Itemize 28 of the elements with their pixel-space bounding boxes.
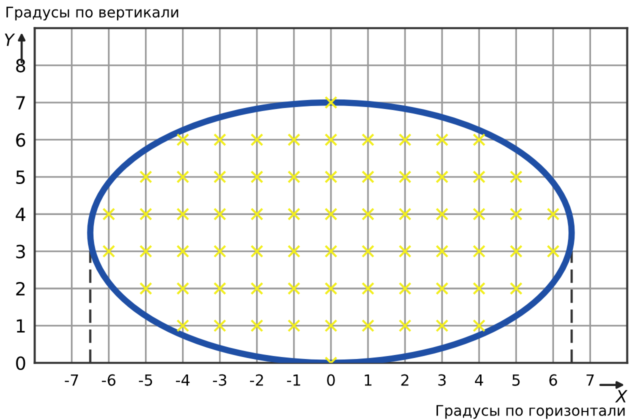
y-tick-label: 7 bbox=[16, 96, 25, 110]
x-tick-label: 2 bbox=[401, 374, 408, 386]
y-tick-label: 4 bbox=[16, 208, 26, 221]
x-tick-label: 3 bbox=[438, 374, 446, 386]
x-tick-label: 1 bbox=[364, 374, 372, 386]
y-tick-label: 5 bbox=[16, 170, 25, 184]
y-tick-label: 6 bbox=[16, 133, 26, 147]
text: Градусы по вертикали bbox=[6, 6, 178, 20]
x-tick-label: -3 bbox=[212, 374, 226, 386]
x-axis-title: X bbox=[615, 390, 628, 402]
x-tick-label: 5 bbox=[512, 374, 520, 386]
x-tick-label: 6 bbox=[549, 374, 558, 386]
x-tick-label: 7 bbox=[586, 374, 594, 386]
y-tick-label: 8 bbox=[16, 58, 26, 72]
y-axis-title: Y bbox=[4, 34, 16, 46]
x-tick-label: -6 bbox=[102, 374, 116, 386]
x-tick-label: -2 bbox=[250, 374, 263, 386]
x-tick-label: -1 bbox=[287, 374, 300, 386]
y-tick-label: 3 bbox=[16, 244, 25, 258]
x-tick-label: 4 bbox=[474, 374, 484, 386]
y-tick-label: 1 bbox=[16, 319, 25, 333]
x-tick-label: -5 bbox=[138, 374, 152, 386]
x-tick-label: 0 bbox=[327, 374, 335, 386]
text: Градусы по горизонтали bbox=[436, 405, 625, 419]
y-tick-label: 2 bbox=[16, 282, 25, 296]
x-tick-label: -7 bbox=[64, 374, 78, 386]
y-tick-label: 0 bbox=[16, 356, 26, 370]
x-tick-label: -4 bbox=[176, 374, 190, 386]
